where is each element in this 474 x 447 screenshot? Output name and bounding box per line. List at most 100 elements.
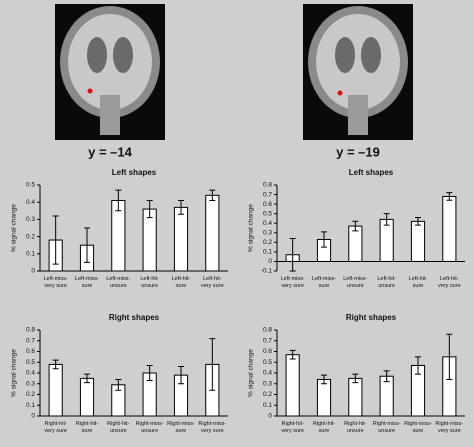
bar — [410, 220, 426, 262]
image-label: y = –14 — [88, 144, 133, 159]
error-bar — [178, 366, 184, 385]
y-tick-label: 0.5 — [263, 359, 272, 366]
y-tick-label: 0.5 — [26, 182, 35, 189]
y-tick-label: 0.4 — [263, 370, 272, 377]
x-tick-label: Left-miss-very sure — [44, 276, 68, 289]
x-tick-label: Right-hit-very sure — [44, 421, 67, 434]
y-tick-label: 0.5 — [263, 210, 272, 217]
y-tick-label: 0.1 — [263, 249, 272, 256]
y-tick-label: 0 — [268, 413, 272, 420]
x-tick-label: Right-miss-unsure — [136, 421, 164, 434]
error-bar — [415, 356, 421, 375]
error-bar — [383, 370, 390, 383]
x-tick-label: Left-hit-unsure — [377, 276, 396, 289]
error-bar — [209, 338, 216, 391]
bar — [316, 378, 332, 417]
x-tick-label: Right-miss-unsure — [373, 421, 401, 434]
error-bar — [52, 215, 59, 265]
y-tick-label: 0.2 — [263, 391, 272, 398]
error-bar — [146, 364, 153, 382]
error-bar — [209, 189, 216, 201]
y-tick-label: 0.8 — [263, 182, 272, 189]
y-tick-label: 0.2 — [26, 391, 35, 398]
y-tick-label: 0.4 — [263, 220, 272, 227]
y-tick-label: 0.1 — [263, 402, 272, 409]
error-bar — [52, 359, 59, 370]
bar — [379, 218, 394, 262]
y-tick-label: 0.7 — [263, 191, 272, 198]
error-bar — [289, 349, 296, 360]
y-tick-label: 0.3 — [26, 380, 35, 387]
y-tick-label: 0.2 — [26, 233, 35, 240]
bar — [348, 225, 363, 262]
y-tick-label: 0.3 — [26, 216, 35, 223]
x-tick-label: Right-hit-very sure — [281, 421, 304, 434]
x-tick-label: Left-miss-very sure — [281, 276, 305, 289]
bar — [379, 375, 394, 417]
x-tick-label: Right-miss-sure — [167, 421, 195, 434]
y-tick-label: 0 — [31, 268, 35, 275]
error-bar — [321, 231, 327, 248]
error-bar — [289, 238, 296, 272]
y-tick-label: 0.8 — [263, 327, 272, 334]
error-bar — [415, 216, 421, 226]
y-tick-label: 0.8 — [26, 327, 35, 334]
y-tick-label: -0.1 — [261, 268, 273, 275]
x-tick-label: Left-hit-sure — [409, 276, 428, 289]
image-label: y = –19 — [336, 144, 380, 159]
x-tick-label: Left-miss-sure — [75, 276, 99, 289]
chart-title: Right shapes — [109, 313, 160, 322]
y-tick-label: 0.7 — [263, 337, 272, 344]
x-tick-label: Right-hit-sure — [76, 421, 98, 434]
x-tick-label: Right-miss-very sure — [435, 421, 463, 434]
y-tick-label: 0.4 — [26, 370, 35, 377]
y-axis-label: % signal change — [11, 349, 18, 397]
y-tick-label: 0 — [31, 413, 35, 420]
y-tick-label: 0.4 — [26, 199, 35, 206]
brain-image-left — [55, 4, 165, 140]
y-axis-label: % signal change — [248, 349, 255, 397]
chart-title: Left shapes — [112, 168, 157, 177]
y-tick-label: 0.1 — [26, 251, 35, 258]
bar — [48, 363, 63, 417]
y-tick-label: 0.6 — [26, 348, 35, 355]
error-bar — [115, 189, 122, 212]
x-tick-label: Left-miss-sure — [312, 276, 336, 289]
error-bar — [84, 227, 90, 263]
error-bar — [446, 333, 453, 380]
x-tick-label: Left-hit-unsure — [140, 276, 159, 289]
y-tick-label: 0.7 — [26, 337, 35, 344]
y-tick-label: 0.3 — [263, 380, 272, 387]
chart-title: Left shapes — [349, 168, 394, 177]
y-axis-label: % signal change — [248, 204, 255, 252]
x-tick-label: Right-miss-sure — [404, 421, 432, 434]
y-tick-label: 0.3 — [263, 229, 272, 236]
error-bar — [84, 373, 90, 384]
x-tick-label: Right-hit-sure — [313, 421, 335, 434]
error-bar — [352, 220, 359, 232]
x-tick-label: Left-miss-unsure — [106, 276, 130, 289]
brain-image-right — [303, 4, 413, 140]
bar — [205, 194, 220, 272]
x-tick-label: Left-hit-very sure — [201, 276, 224, 289]
error-bar — [146, 199, 153, 219]
error-bar — [352, 373, 359, 384]
y-tick-label: 0.6 — [263, 201, 272, 208]
x-tick-label: Right-miss-very sure — [198, 421, 226, 434]
error-bar — [115, 378, 122, 391]
y-tick-label: 0.1 — [26, 402, 35, 409]
y-tick-label: 0.5 — [26, 359, 35, 366]
bar — [442, 195, 457, 262]
x-tick-label: Right-hit-unsure — [344, 421, 366, 434]
x-tick-label: Left-hit-very sure — [438, 276, 461, 289]
error-bar — [446, 192, 453, 201]
bar — [142, 208, 157, 272]
y-tick-label: 0.2 — [263, 239, 272, 246]
error-bar — [321, 374, 327, 385]
bar — [285, 354, 300, 417]
y-axis-label: % signal change — [11, 204, 18, 252]
x-tick-label: Left-miss-unsure — [343, 276, 367, 289]
bar — [348, 377, 363, 417]
error-bar — [383, 213, 390, 226]
